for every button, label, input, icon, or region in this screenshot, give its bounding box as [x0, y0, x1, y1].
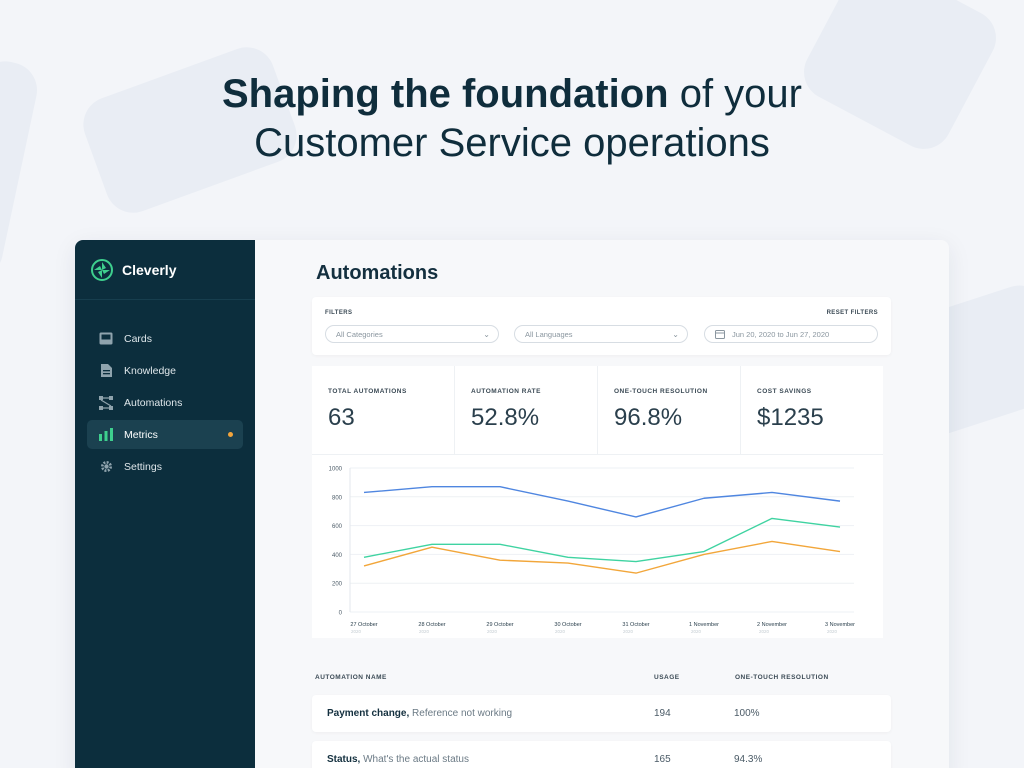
- sidebar-item-label: Cards: [124, 332, 153, 345]
- y-tick-label: 0: [339, 611, 343, 617]
- filters-label: FILTERS: [325, 310, 353, 316]
- x-tick-sublabel: 2020: [351, 629, 362, 634]
- column-header-otr[interactable]: ONE-TOUCH RESOLUTION: [735, 674, 829, 681]
- x-tick-label: 29 October: [486, 622, 513, 628]
- brand[interactable]: Cleverly: [75, 240, 255, 300]
- table-row[interactable]: Status, What's the actual status 165 94.…: [312, 741, 891, 768]
- y-tick-label: 800: [332, 495, 343, 501]
- category-select[interactable]: All Categories ⌄: [325, 325, 499, 343]
- stat-total-automations: TOTAL AUTOMATIONS 63: [312, 366, 455, 454]
- page-title: Automations: [316, 262, 439, 284]
- sidebar-item-knowledge[interactable]: Knowledge: [87, 356, 243, 385]
- otr-value: 100%: [734, 708, 760, 719]
- column-header-name[interactable]: AUTOMATION NAME: [315, 674, 387, 681]
- usage-value: 165: [654, 754, 671, 765]
- stat-value: 52.8%: [471, 404, 540, 431]
- chevron-down-icon: ⌄: [672, 330, 679, 339]
- x-tick-label: 2 November: [757, 622, 787, 628]
- x-tick-sublabel: 2020: [691, 629, 702, 634]
- x-tick-label: 31 October: [622, 622, 649, 628]
- sidebar-item-label: Automations: [124, 396, 183, 409]
- y-tick-label: 200: [332, 582, 343, 588]
- hero-headline: Shaping the foundation of your Customer …: [0, 70, 1024, 168]
- hero-light: of your: [668, 72, 802, 116]
- stat-value: 96.8%: [614, 404, 683, 431]
- language-select[interactable]: All Languages ⌄: [514, 325, 688, 343]
- automation-desc: Reference not working: [409, 708, 513, 719]
- series-line-0: [363, 486, 841, 518]
- x-tick-label: 1 November: [689, 622, 719, 628]
- x-tick-sublabel: 2020: [827, 629, 838, 634]
- filters-panel: FILTERS RESET FILTERS All Categories ⌄ A…: [312, 297, 891, 355]
- main-content: Automations FILTERS RESET FILTERS All Ca…: [255, 240, 949, 768]
- automation-name: Status, What's the actual status: [327, 754, 469, 765]
- line-chart-container: 0 200 400 600 800 1000 27 October 2020 28 Octobe…: [312, 454, 883, 638]
- stat-value: $1235: [757, 404, 824, 431]
- sidebar-item-metrics[interactable]: Metrics: [87, 420, 243, 449]
- calendar-icon: [715, 330, 725, 339]
- chevron-down-icon: ⌄: [483, 330, 490, 339]
- sidebar: Cleverly Cards Knowledge Automations: [75, 240, 255, 768]
- series-line-2: [363, 540, 841, 574]
- app-window: Cleverly Cards Knowledge Automations: [75, 240, 949, 768]
- x-tick-sublabel: 2020: [419, 629, 430, 634]
- automation-title: Payment change,: [327, 708, 410, 719]
- y-tick-label: 600: [332, 524, 343, 530]
- x-tick-label: 28 October: [418, 622, 445, 628]
- automation-name: Payment change, Reference not working: [327, 708, 512, 719]
- category-select-value: All Categories: [336, 329, 383, 339]
- hero-line2: Customer Service operations: [254, 121, 770, 165]
- table-row[interactable]: Payment change, Reference not working 19…: [312, 695, 891, 732]
- language-select-value: All Languages: [525, 329, 573, 339]
- notification-dot: [228, 432, 233, 437]
- stat-value: 63: [328, 404, 355, 431]
- otr-value: 94.3%: [734, 754, 763, 765]
- sidebar-item-label: Settings: [124, 460, 162, 473]
- x-tick-sublabel: 2020: [759, 629, 770, 634]
- x-tick-sublabel: 2020: [623, 629, 634, 634]
- stat-automation-rate: AUTOMATION RATE 52.8%: [455, 366, 598, 454]
- usage-value: 194: [654, 708, 671, 719]
- flow-icon: [99, 395, 113, 410]
- sidebar-item-cards[interactable]: Cards: [87, 324, 243, 353]
- stat-label: AUTOMATION RATE: [471, 388, 541, 395]
- inbox-icon: [99, 332, 113, 346]
- x-tick-label: 30 October: [554, 622, 581, 628]
- stat-cost-savings: COST SAVINGS $1235: [741, 366, 883, 454]
- sidebar-item-label: Metrics: [124, 428, 158, 441]
- sidebar-item-settings[interactable]: Settings: [87, 452, 243, 481]
- automation-title: Status,: [327, 754, 361, 765]
- stat-label: ONE-TOUCH RESOLUTION: [614, 388, 708, 395]
- reset-filters-link[interactable]: RESET FILTERS: [826, 310, 878, 316]
- hero-bold: Shaping the foundation: [221, 72, 669, 116]
- stat-label: TOTAL AUTOMATIONS: [328, 388, 407, 395]
- brand-name: Cleverly: [122, 261, 177, 278]
- gear-icon: [99, 460, 113, 474]
- metrics-card: TOTAL AUTOMATIONS 63 AUTOMATION RATE 52.…: [312, 366, 883, 638]
- column-header-usage[interactable]: USAGE: [654, 674, 680, 681]
- sidebar-nav: Cards Knowledge Automations Metrics: [75, 300, 255, 508]
- automation-desc: What's the actual status: [360, 754, 469, 765]
- x-tick-label: 3 November: [825, 622, 855, 628]
- sidebar-item-automations[interactable]: Automations: [87, 388, 243, 417]
- document-icon: [99, 364, 113, 378]
- stat-label: COST SAVINGS: [757, 388, 812, 395]
- x-tick-sublabel: 2020: [487, 629, 498, 634]
- sidebar-item-label: Knowledge: [124, 364, 176, 377]
- series-line-1: [363, 517, 841, 563]
- y-tick-label: 400: [332, 553, 343, 559]
- x-tick-label: 27 October: [350, 622, 377, 628]
- x-tick-sublabel: 2020: [555, 629, 566, 634]
- stat-one-touch-resolution: ONE-TOUCH RESOLUTION 96.8%: [598, 366, 741, 454]
- date-range-value: Jun 20, 2020 to Jun 27, 2020: [732, 329, 830, 339]
- bar-chart-icon: [99, 428, 113, 442]
- cleverly-logo-icon: [91, 258, 113, 281]
- date-range-picker[interactable]: Jun 20, 2020 to Jun 27, 2020: [704, 325, 878, 343]
- y-tick-label: 1000: [329, 467, 343, 473]
